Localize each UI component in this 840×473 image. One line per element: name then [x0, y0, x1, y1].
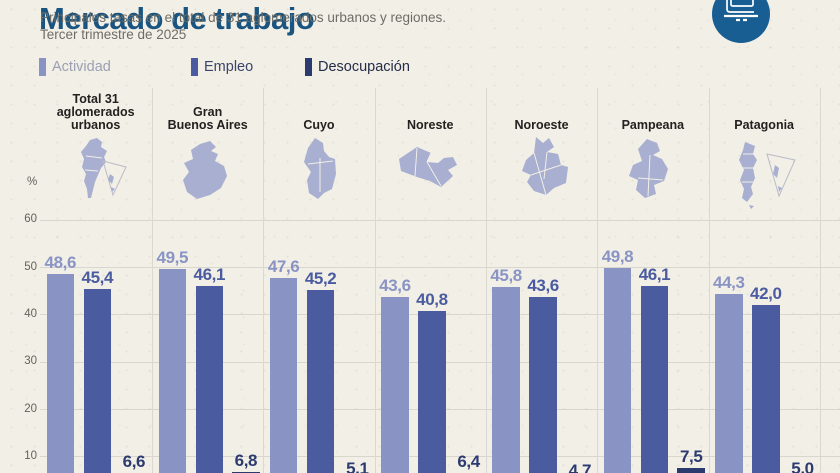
bar-value-label: 49,8 [601, 247, 634, 266]
column-header-line: Gran [193, 105, 223, 119]
column-header-line: Noroeste [514, 118, 569, 132]
column-separator [152, 88, 153, 473]
grid-line [40, 219, 840, 221]
bar-empleo [529, 297, 557, 473]
column-header-line: Patagonia [734, 118, 795, 132]
column-separator [374, 88, 376, 473]
grid-line [40, 267, 840, 269]
y-axis-unit-label: % [27, 176, 38, 188]
column-header-cuyo: Cuyo [263, 119, 374, 132]
legend-label: Empleo [204, 59, 254, 75]
bar-empleo [418, 310, 446, 473]
column-separator [597, 88, 599, 473]
column-header-noroeste: Noroeste [486, 119, 597, 132]
legend-label: Desocupación [318, 59, 410, 75]
bar-empleo [83, 288, 111, 473]
noroeste-map-icon [486, 134, 597, 212]
newspaper-icon [712, 0, 770, 43]
bar-value-label: 43,6 [379, 276, 411, 296]
bar-value-label: 45,8 [490, 265, 522, 285]
bar-value-label: 46,1 [638, 264, 671, 284]
cuyo-map-icon [263, 134, 374, 212]
bar-value-label: 47,6 [267, 257, 300, 277]
column-separator [708, 88, 710, 473]
column-header-line: Buenos Aires [167, 118, 248, 132]
bar-empleo [640, 285, 669, 473]
bar-value-label: 6,8 [234, 450, 258, 470]
bar-value-label: 7,5 [679, 447, 703, 467]
y-tick-label: 60 [24, 213, 37, 226]
y-tick-label: 20 [24, 402, 37, 415]
bar-value-label: 42,0 [750, 283, 782, 303]
column-header-line: Cuyo [303, 118, 335, 132]
column-header-pampeana: Pampeana [597, 119, 708, 132]
bar-value-label: 43,6 [527, 276, 559, 296]
column-header-line: Total 31 [72, 92, 119, 106]
actividad-swatch-icon [39, 58, 46, 76]
column-separator [819, 88, 821, 473]
bar-value-label: 6,4 [457, 452, 480, 472]
bar-actividad [269, 278, 298, 473]
bar-actividad [158, 269, 186, 473]
argentina-map-icon [40, 134, 151, 212]
legend-label: Actividad [52, 59, 111, 75]
bar-actividad [603, 268, 632, 473]
column-header-line: urbanos [70, 118, 121, 132]
column-header-total-31-aglomerados-urbanos: Total 31 aglomerados urbanos [40, 93, 151, 132]
bar-value-label: 4,7 [568, 460, 592, 473]
column-separator [485, 88, 487, 473]
bar-empleo [752, 304, 780, 473]
y-tick-label: 50 [24, 260, 37, 273]
bar-actividad [46, 273, 74, 473]
bar-value-label: 45,2 [304, 268, 337, 288]
gran-buenos-aires-map-icon [152, 134, 263, 212]
empleo-swatch-icon [191, 58, 198, 76]
bar-value-label: 44,3 [713, 273, 745, 292]
bar-actividad [715, 294, 743, 473]
y-tick-label: 40 [24, 307, 37, 320]
bar-value-label: 46,1 [193, 264, 226, 284]
page-title: Mercado de trabajo [39, 0, 315, 36]
column-header-line: aglomerados [56, 105, 135, 119]
pampeana-map-icon [597, 134, 708, 212]
column-header-line: Noreste [406, 118, 454, 132]
column-header-gran-buenos-aires: Gran Buenos Aires [152, 106, 263, 132]
bar-empleo [306, 289, 335, 473]
column-header-noreste: Noreste [375, 119, 486, 132]
bar-desocupacion [232, 471, 260, 473]
bar-desocupacion [677, 468, 705, 473]
bar-value-label: 5,1 [346, 458, 369, 473]
column-header-line: Pampeana [621, 118, 685, 132]
patagonia-map-icon [709, 134, 820, 212]
desocupacion-swatch-icon [305, 58, 312, 76]
bar-value-label: 5,0 [791, 459, 814, 473]
bar-actividad [492, 286, 520, 473]
bar-value-label: 45,4 [81, 267, 114, 287]
bar-value-label: 6,6 [122, 451, 146, 471]
y-tick-label: 10 [24, 449, 37, 462]
bar-empleo [195, 285, 223, 473]
noreste-map-icon [375, 134, 486, 212]
column-header-patagonia: Patagonia [709, 119, 820, 132]
y-tick-label: 30 [24, 355, 37, 368]
bar-actividad [381, 297, 409, 473]
column-separator [263, 88, 265, 473]
bar-value-label: 48,6 [44, 252, 77, 272]
page-subtitle-line1: Principales tasas en el total de 31 aglo… [40, 10, 446, 25]
bar-value-label: 49,5 [156, 248, 189, 268]
page-subtitle-line2: Tercer trimestre de 2025 [40, 27, 187, 42]
bar-value-label: 40,8 [416, 289, 448, 309]
